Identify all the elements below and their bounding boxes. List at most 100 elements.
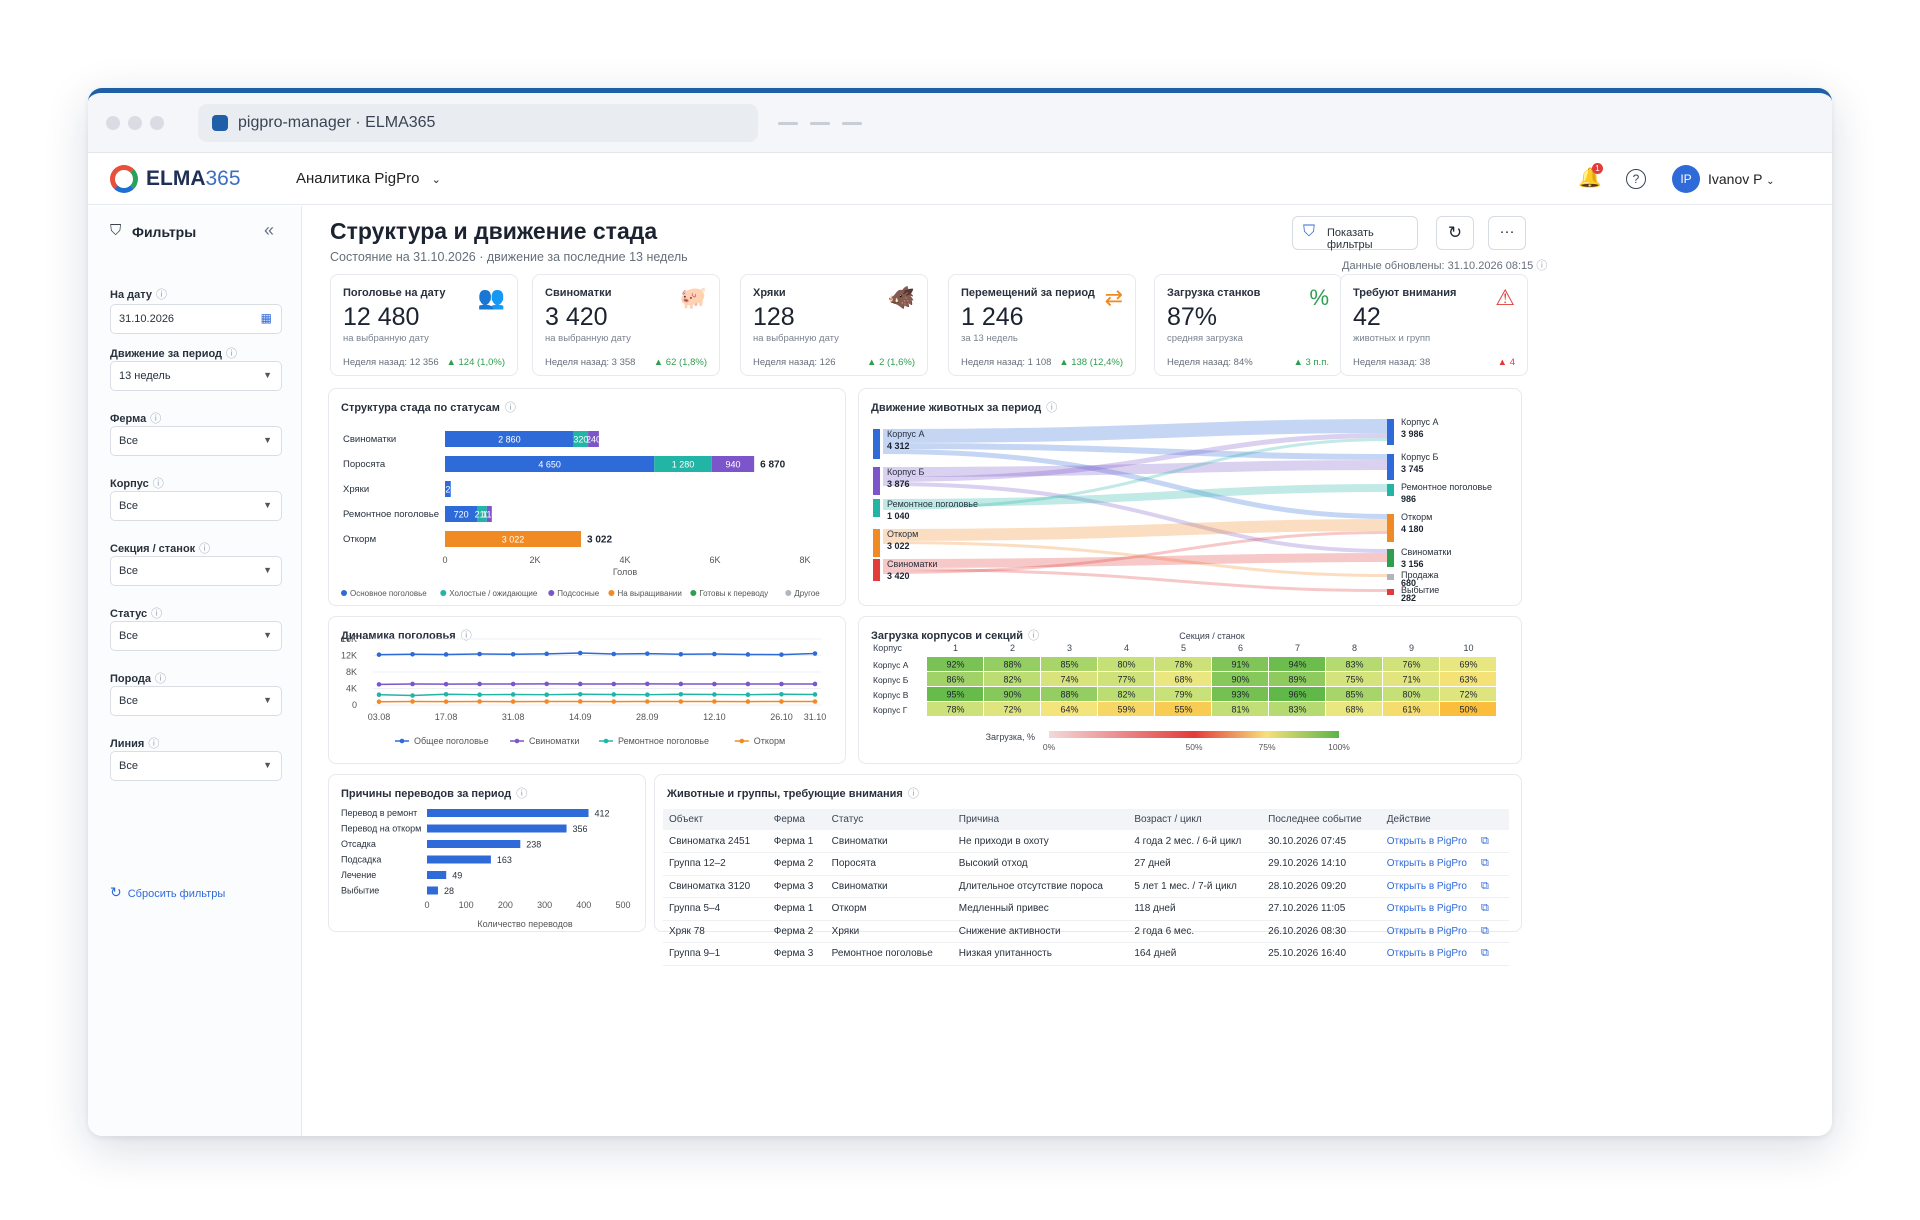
info-icon[interactable]: ⓘ	[516, 788, 528, 800]
filter-select[interactable]: Все ▼	[110, 426, 282, 456]
table-row[interactable]: Хряк 78 Ферма 2 Хряки Снижение активности 2 …	[663, 920, 1509, 943]
filter-select[interactable]: 13 недель ▼	[110, 361, 282, 391]
heatmap-col-label: 8	[1352, 643, 1357, 653]
heatmap-cell	[1440, 657, 1496, 671]
kpi-icon: 👥	[477, 285, 505, 310]
table-row[interactable]: Группа 5–4 Ферма 1 Откорм Медленный привес 1…	[663, 897, 1509, 921]
x-tick-label: 03.08	[368, 712, 391, 722]
table-row[interactable]: Группа 9–1 Ферма 3 Ремонтное поголовье Низк…	[663, 942, 1509, 966]
open-in-pigpro-link[interactable]: Открыть в PigPro ⧉	[1380, 897, 1509, 921]
kpi-card[interactable]: Свиноматки 3 420 на выбранную дату Неделя н…	[532, 274, 720, 376]
info-icon[interactable]: ⓘ	[199, 543, 211, 555]
filter-label-text: Корпус	[110, 478, 149, 490]
heatmap-cell-value: 50%	[1459, 705, 1477, 715]
window-close-dot[interactable]	[106, 116, 120, 130]
kpi-icon: 🐗	[887, 285, 915, 310]
external-link-icon[interactable]: ⧉	[1480, 879, 1489, 892]
reset-filters-button[interactable]: ↻ Сбросить фильтры	[110, 884, 225, 901]
window-maximize-dot[interactable]	[150, 116, 164, 130]
more-button[interactable]: ···	[1488, 216, 1526, 250]
info-icon[interactable]: ⓘ	[150, 413, 162, 425]
info-icon[interactable]: ⓘ	[155, 673, 167, 685]
info-icon[interactable]: ⓘ	[152, 478, 164, 490]
external-link-icon[interactable]: ⧉	[1480, 857, 1489, 870]
info-icon[interactable]: ⓘ	[156, 289, 167, 301]
show-filters-button[interactable]: ⛉ Показать фильтры	[1292, 216, 1418, 251]
heatmap-cell	[984, 702, 1040, 716]
open-in-pigpro-link[interactable]: Открыть в PigPro ⧉	[1380, 875, 1509, 898]
help-icon[interactable]: ?	[1626, 169, 1646, 189]
refresh-button[interactable]: ↻	[1436, 216, 1474, 250]
category-label: Перевод на откорм	[341, 824, 421, 834]
load-title-text: Загрузка корпусов и секций	[871, 630, 1024, 642]
kpi-card[interactable]: Хряки 128 на выбранную дату Неделя назад: 1…	[740, 274, 928, 376]
sankey-flow	[882, 568, 1388, 592]
filter-select[interactable]: Все ▼	[110, 751, 282, 781]
series-point	[745, 692, 751, 697]
table-row[interactable]: Свиноматка 3120 Ферма 3 Свиноматки Длительн…	[663, 875, 1509, 898]
avatar[interactable]: IP	[1672, 165, 1700, 193]
kpi-card[interactable]: Перемещений за период 1 246 за 13 недель Не…	[948, 274, 1136, 376]
reasons-title: Причины переводов за период ⓘ	[341, 785, 527, 801]
heatmap-cell	[1155, 702, 1211, 716]
bar-value-label: 720	[454, 510, 469, 520]
date-input[interactable]: 31.10.2026 ▦	[110, 304, 282, 334]
filter-label-text: Порода	[110, 673, 152, 685]
filter-select[interactable]: Все ▼	[110, 686, 282, 716]
header-actions: 🔔 1 ? IP Ivanov P ⌄	[1574, 163, 1814, 195]
series-point	[678, 681, 684, 687]
x-tick-label: 4K	[619, 555, 630, 565]
collapse-sidebar-icon[interactable]: «	[264, 220, 275, 240]
info-icon[interactable]: ⓘ	[226, 348, 238, 360]
open-link-label: Открыть в PigPro	[1386, 903, 1467, 915]
table-cell: Поросята	[825, 852, 953, 876]
external-link-icon[interactable]: ⧉	[1480, 834, 1489, 847]
info-icon[interactable]: ⓘ	[1046, 402, 1058, 414]
kpi-previous: Неделя назад: 12 356	[343, 357, 439, 368]
info-icon[interactable]: ⓘ	[504, 402, 516, 414]
window-minimize-dot[interactable]	[128, 116, 142, 130]
open-in-pigpro-link[interactable]: Открыть в PigPro ⧉	[1380, 942, 1509, 966]
series-point	[477, 651, 482, 657]
calendar-icon[interactable]: ▦	[260, 311, 272, 325]
structure-bar	[654, 456, 712, 472]
filter-select[interactable]: Все ▼	[110, 556, 282, 586]
app-section-menu[interactable]: Аналитика PigPro ⌄	[296, 170, 441, 187]
browser-tab[interactable]: pigpro-manager · ELMA365	[198, 104, 758, 142]
open-in-pigpro-link[interactable]: Открыть в PigPro ⧉	[1380, 830, 1509, 853]
filter-select[interactable]: Все ▼	[110, 621, 282, 651]
filter-select[interactable]: Все ▼	[110, 491, 282, 521]
table-row[interactable]: Группа 12–2 Ферма 2 Поросята Высокий отход 2…	[663, 852, 1509, 876]
dynamics-chart: 0 4K 8K 12K 16K 03.08 17.08 31.08 14.09 28.09 12.1…	[341, 634, 826, 746]
info-icon[interactable]: ⓘ	[460, 630, 472, 642]
external-link-icon[interactable]: ⧉	[1480, 924, 1489, 937]
bar-total-label: 3 022	[587, 535, 612, 546]
info-icon[interactable]: ⓘ	[1028, 630, 1040, 642]
external-link-icon[interactable]: ⧉	[1480, 902, 1489, 915]
series-point	[477, 681, 482, 687]
heatmap-cell	[927, 657, 983, 671]
kpi-card[interactable]: Поголовье на дату 12 480 на выбранную дату…	[330, 274, 518, 376]
x-tick-label: 200	[498, 900, 513, 910]
external-link-icon[interactable]: ⧉	[1480, 947, 1489, 960]
table-row[interactable]: Свиноматка 2451 Ферма 1 Свиноматки Не прихо…	[663, 830, 1509, 853]
dropdown-arrow-icon: ▼	[263, 760, 272, 770]
table-cell: 27.10.2026 11:05	[1262, 897, 1381, 921]
heatmap-cell	[1440, 687, 1496, 701]
category-label: Подсадка	[341, 855, 381, 865]
brand-number: 365	[205, 167, 241, 190]
user-menu[interactable]: Ivanov P ⌄	[1708, 171, 1775, 187]
info-icon[interactable]: ⓘ	[907, 788, 919, 800]
kpi-card[interactable]: Загрузка станков 87% средняя загрузка Недел…	[1154, 274, 1342, 376]
open-in-pigpro-link[interactable]: Открыть в PigPro ⧉	[1380, 852, 1509, 876]
info-icon[interactable]: ⓘ	[151, 608, 163, 620]
info-icon[interactable]: ⓘ	[1536, 260, 1548, 272]
chevron-down-icon: ⌄	[431, 174, 441, 186]
brand-logo[interactable]: ELMA365	[146, 167, 241, 191]
series-point	[510, 699, 516, 704]
series-point	[812, 699, 818, 704]
legend-dot	[739, 738, 745, 744]
kpi-card[interactable]: Требуют внимания 42 животных и групп Неделя…	[1340, 274, 1528, 376]
info-icon[interactable]: ⓘ	[148, 738, 160, 750]
open-in-pigpro-link[interactable]: Открыть в PigPro ⧉	[1380, 920, 1509, 943]
